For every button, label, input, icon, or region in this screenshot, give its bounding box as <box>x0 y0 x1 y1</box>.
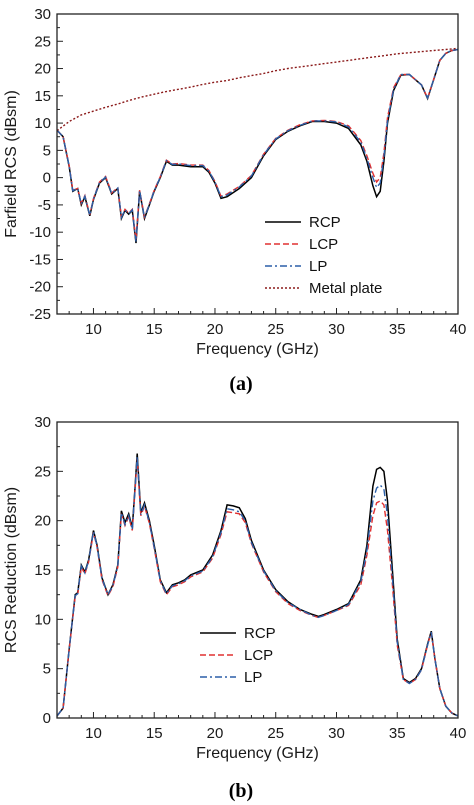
y-tick-label: 25 <box>34 463 51 480</box>
y-axis-label: Farfield RCS (dBsm) <box>3 90 20 238</box>
y-tick-label: 20 <box>34 61 51 78</box>
y-tick-label: 0 <box>43 710 51 727</box>
y-tick-label: -25 <box>29 306 51 323</box>
x-tick-label: 25 <box>267 725 284 742</box>
series-line-lp <box>57 456 458 717</box>
y-tick-label: 5 <box>43 661 51 678</box>
x-tick-label: 10 <box>85 321 102 338</box>
x-tick-label: 20 <box>207 321 224 338</box>
y-tick-label: 15 <box>34 88 51 105</box>
y-tick-label: 30 <box>34 6 51 23</box>
x-tick-label: 25 <box>267 321 284 338</box>
chart-a: 10 15 20 25 30 35 40 -25 -20 -15 -10 -5 0 5 10 15 20 25 30… <box>3 6 466 358</box>
y-tick-label: 20 <box>34 513 51 530</box>
series-line-lp <box>57 48 458 242</box>
x-tick-label: 35 <box>389 321 406 338</box>
series-line-lcp <box>57 458 458 717</box>
legend-label: LCP <box>309 236 338 253</box>
y-tick-label: -5 <box>38 197 51 214</box>
x-tick-label: 40 <box>450 725 467 742</box>
x-tick-label: 35 <box>389 725 406 742</box>
panel-label-a: (a) <box>229 373 252 395</box>
y-tick-label: 15 <box>34 562 51 579</box>
y-tick-label: 25 <box>34 33 51 50</box>
x-tick-label: 15 <box>146 725 163 742</box>
y-tick-label: 0 <box>43 170 51 187</box>
legend-label: LCP <box>244 647 273 664</box>
panel-label-b: (b) <box>229 780 253 802</box>
chart-b: 10 15 20 25 30 35 40 0 5 10 15 20 25 30 Frequency (GHz… <box>3 414 466 762</box>
y-tick-label: -15 <box>29 251 51 268</box>
x-tick-label: 40 <box>450 321 467 338</box>
legend-label: LP <box>309 258 327 275</box>
y-tick-label: 30 <box>34 414 51 431</box>
y-tick-label: 10 <box>34 115 51 132</box>
series-line-lcp <box>57 48 458 241</box>
series-line-metal-plate <box>57 47 458 132</box>
x-axis-label: Frequency (GHz) <box>196 745 319 762</box>
x-axis-label: Frequency (GHz) <box>196 341 319 358</box>
legend-label: LP <box>244 669 262 686</box>
x-tick-label: 20 <box>207 725 224 742</box>
x-tick-label: 10 <box>85 725 102 742</box>
y-tick-label: -20 <box>29 279 51 296</box>
legend-label: RCP <box>244 625 276 642</box>
y-axis-label: RCS Reduction (dBsm) <box>3 487 20 653</box>
legend-label: Metal plate <box>309 280 382 297</box>
y-tick-label: 5 <box>43 142 51 159</box>
legend-label: RCP <box>309 214 341 231</box>
x-tick-label: 30 <box>328 321 345 338</box>
x-tick-label: 30 <box>328 725 345 742</box>
y-tick-label: -10 <box>29 224 51 241</box>
y-tick-label: 10 <box>34 611 51 628</box>
x-tick-label: 15 <box>146 321 163 338</box>
